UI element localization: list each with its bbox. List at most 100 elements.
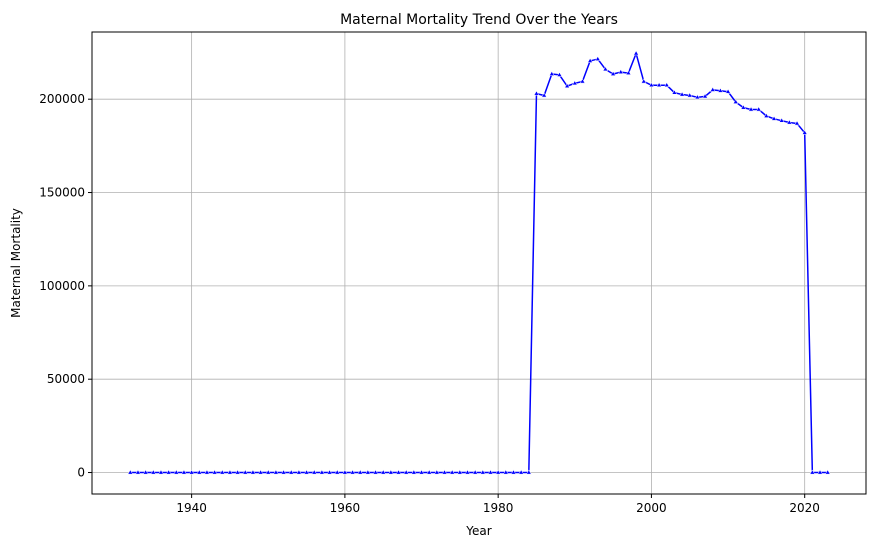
data-point (173, 469, 180, 475)
data-point (219, 469, 226, 475)
data-point (380, 469, 387, 475)
data-point (372, 469, 379, 475)
data-point (273, 469, 279, 475)
data-point (181, 469, 187, 475)
data-point (434, 469, 440, 475)
data-point (656, 82, 662, 88)
data-point (388, 469, 394, 475)
data-point (755, 106, 762, 112)
data-point (357, 469, 364, 475)
y-tick-label: 150000 (39, 186, 85, 200)
x-tick-label: 2020 (789, 501, 820, 515)
data-point (740, 104, 747, 110)
data-point (242, 469, 249, 475)
data-point (319, 469, 325, 475)
data-point (196, 469, 203, 475)
data-point (426, 469, 433, 475)
data-point (349, 469, 356, 475)
data-point (617, 69, 624, 74)
data-point (135, 469, 141, 475)
data-point (702, 93, 708, 99)
data-point (732, 98, 739, 104)
x-tick-label: 1940 (176, 501, 207, 515)
data-point (280, 469, 287, 475)
data-point (579, 78, 586, 84)
data-point (342, 469, 348, 475)
data-point (411, 469, 417, 475)
x-tick-label: 1960 (330, 501, 361, 515)
data-point (748, 106, 754, 112)
data-point (472, 469, 478, 475)
data-point (311, 469, 318, 475)
data-point (671, 89, 678, 95)
data-point (771, 115, 777, 121)
data-point (556, 71, 563, 77)
data-point (188, 469, 195, 475)
data-point (602, 66, 609, 72)
plot-frame (91, 31, 867, 495)
data-point (257, 469, 264, 475)
data-point (265, 469, 272, 475)
x-tick-label: 1980 (483, 501, 514, 515)
data-point (303, 469, 310, 475)
data-point (694, 94, 701, 100)
data-point (326, 469, 333, 475)
x-axis-title: Year (465, 524, 491, 538)
y-tick-label: 50000 (47, 372, 85, 386)
data-point (334, 469, 341, 475)
data-point (633, 50, 639, 56)
data-point (441, 469, 448, 475)
data-point (610, 70, 616, 76)
x-tick-label: 2000 (636, 501, 667, 515)
y-axis-title: Maternal Mortality (9, 208, 23, 318)
data-point (204, 469, 210, 475)
x-axis-ticks: 1940 1960 1980 2000 2020 (176, 494, 820, 515)
data-point (127, 469, 134, 475)
data-point (449, 469, 456, 475)
data-point (418, 469, 425, 475)
data-point (250, 469, 256, 475)
data-point (288, 469, 295, 475)
data-point (457, 469, 463, 475)
data-point (778, 117, 785, 123)
data-point (395, 469, 402, 475)
data-point (495, 469, 501, 475)
data-point (725, 88, 731, 94)
y-axis-ticks: 0 50000 100000 150000 200000 (39, 92, 92, 480)
data-point (786, 119, 793, 125)
data-point (763, 112, 770, 118)
data-point (525, 469, 532, 475)
data-point (403, 469, 410, 475)
data-point (234, 469, 241, 475)
data-point (510, 469, 517, 475)
data-point (648, 82, 655, 88)
data-point (158, 469, 164, 475)
data-point (594, 55, 601, 61)
grid-lines (92, 32, 866, 494)
data-point (480, 469, 486, 475)
data-point (533, 90, 540, 96)
series-layer (127, 50, 831, 475)
data-point (150, 469, 157, 475)
data-point (464, 469, 471, 475)
data-point (587, 57, 593, 63)
data-point (794, 120, 800, 126)
data-point (809, 469, 816, 475)
data-point (365, 469, 371, 475)
data-point (211, 469, 218, 475)
data-point (548, 70, 555, 76)
data-point (518, 469, 524, 475)
data-point (564, 83, 570, 88)
data-point (487, 469, 494, 475)
data-point (801, 129, 808, 135)
data-point (625, 69, 632, 75)
data-point (165, 469, 172, 475)
data-point (640, 78, 647, 84)
data-point (502, 469, 509, 475)
y-tick-label: 100000 (39, 279, 85, 293)
y-tick-label: 0 (77, 466, 85, 480)
data-point (817, 469, 823, 475)
data-point (679, 91, 685, 97)
data-point (686, 92, 693, 98)
